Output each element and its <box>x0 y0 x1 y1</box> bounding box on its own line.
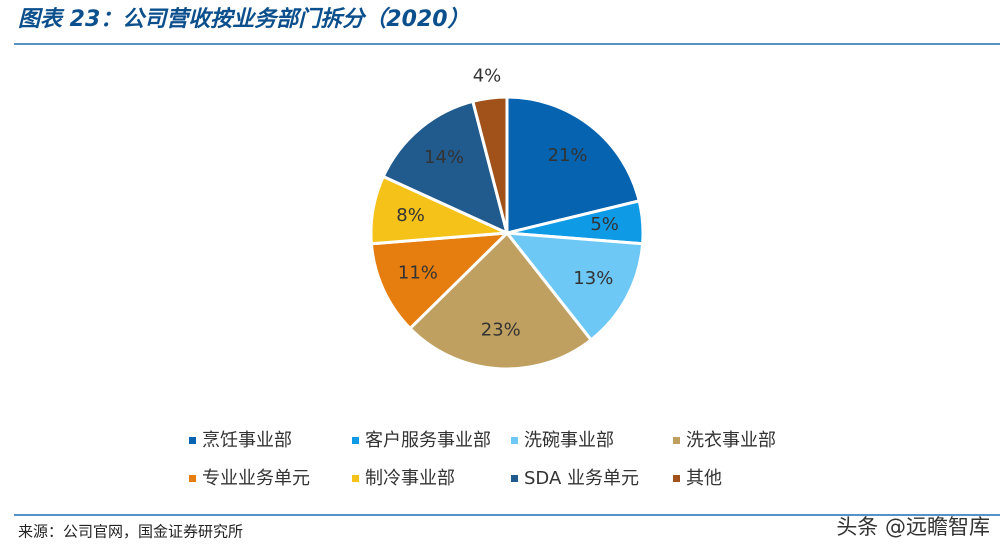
legend-swatch <box>352 437 359 444</box>
data-label: 13% <box>573 268 613 289</box>
legend-label: 专业业务单元 <box>202 468 310 489</box>
legend-label: 烹饪事业部 <box>202 430 292 451</box>
legend-label: 其他 <box>686 468 722 489</box>
data-label: 8% <box>396 205 425 226</box>
legend-swatch <box>352 475 359 482</box>
legend-swatch <box>511 437 518 444</box>
pie-slice <box>471 95 509 234</box>
data-label: 4% <box>473 65 502 86</box>
watermark: 头条 @远瞻智库 <box>836 515 990 539</box>
source: 来源：公司官网，国金证券研究所 <box>18 523 243 541</box>
legend-label: 制冷事业部 <box>365 468 455 489</box>
legend-swatch <box>511 475 518 482</box>
legend-label: 客户服务事业部 <box>365 430 491 451</box>
legend-label: SDA 业务单元 <box>524 468 639 489</box>
legend-label: 洗衣事业部 <box>686 430 776 451</box>
legend-swatch <box>673 475 680 482</box>
pie-slice <box>381 99 510 236</box>
legend-swatch <box>673 437 680 444</box>
pie-slice <box>503 231 645 343</box>
pie-slice <box>407 230 594 371</box>
pie-slice <box>505 95 641 235</box>
legend-label: 洗碗事业部 <box>524 430 614 451</box>
pie-slice <box>369 231 511 331</box>
data-label: 5% <box>590 214 619 235</box>
chart-title: 图表 23：公司营收按业务部门拆分（2020） <box>18 6 470 32</box>
legend-swatch <box>189 475 196 482</box>
data-label: 23% <box>481 320 521 341</box>
data-label: 14% <box>424 147 464 168</box>
data-label: 21% <box>548 145 588 166</box>
legend-swatch <box>189 437 196 444</box>
data-label: 11% <box>398 263 438 284</box>
